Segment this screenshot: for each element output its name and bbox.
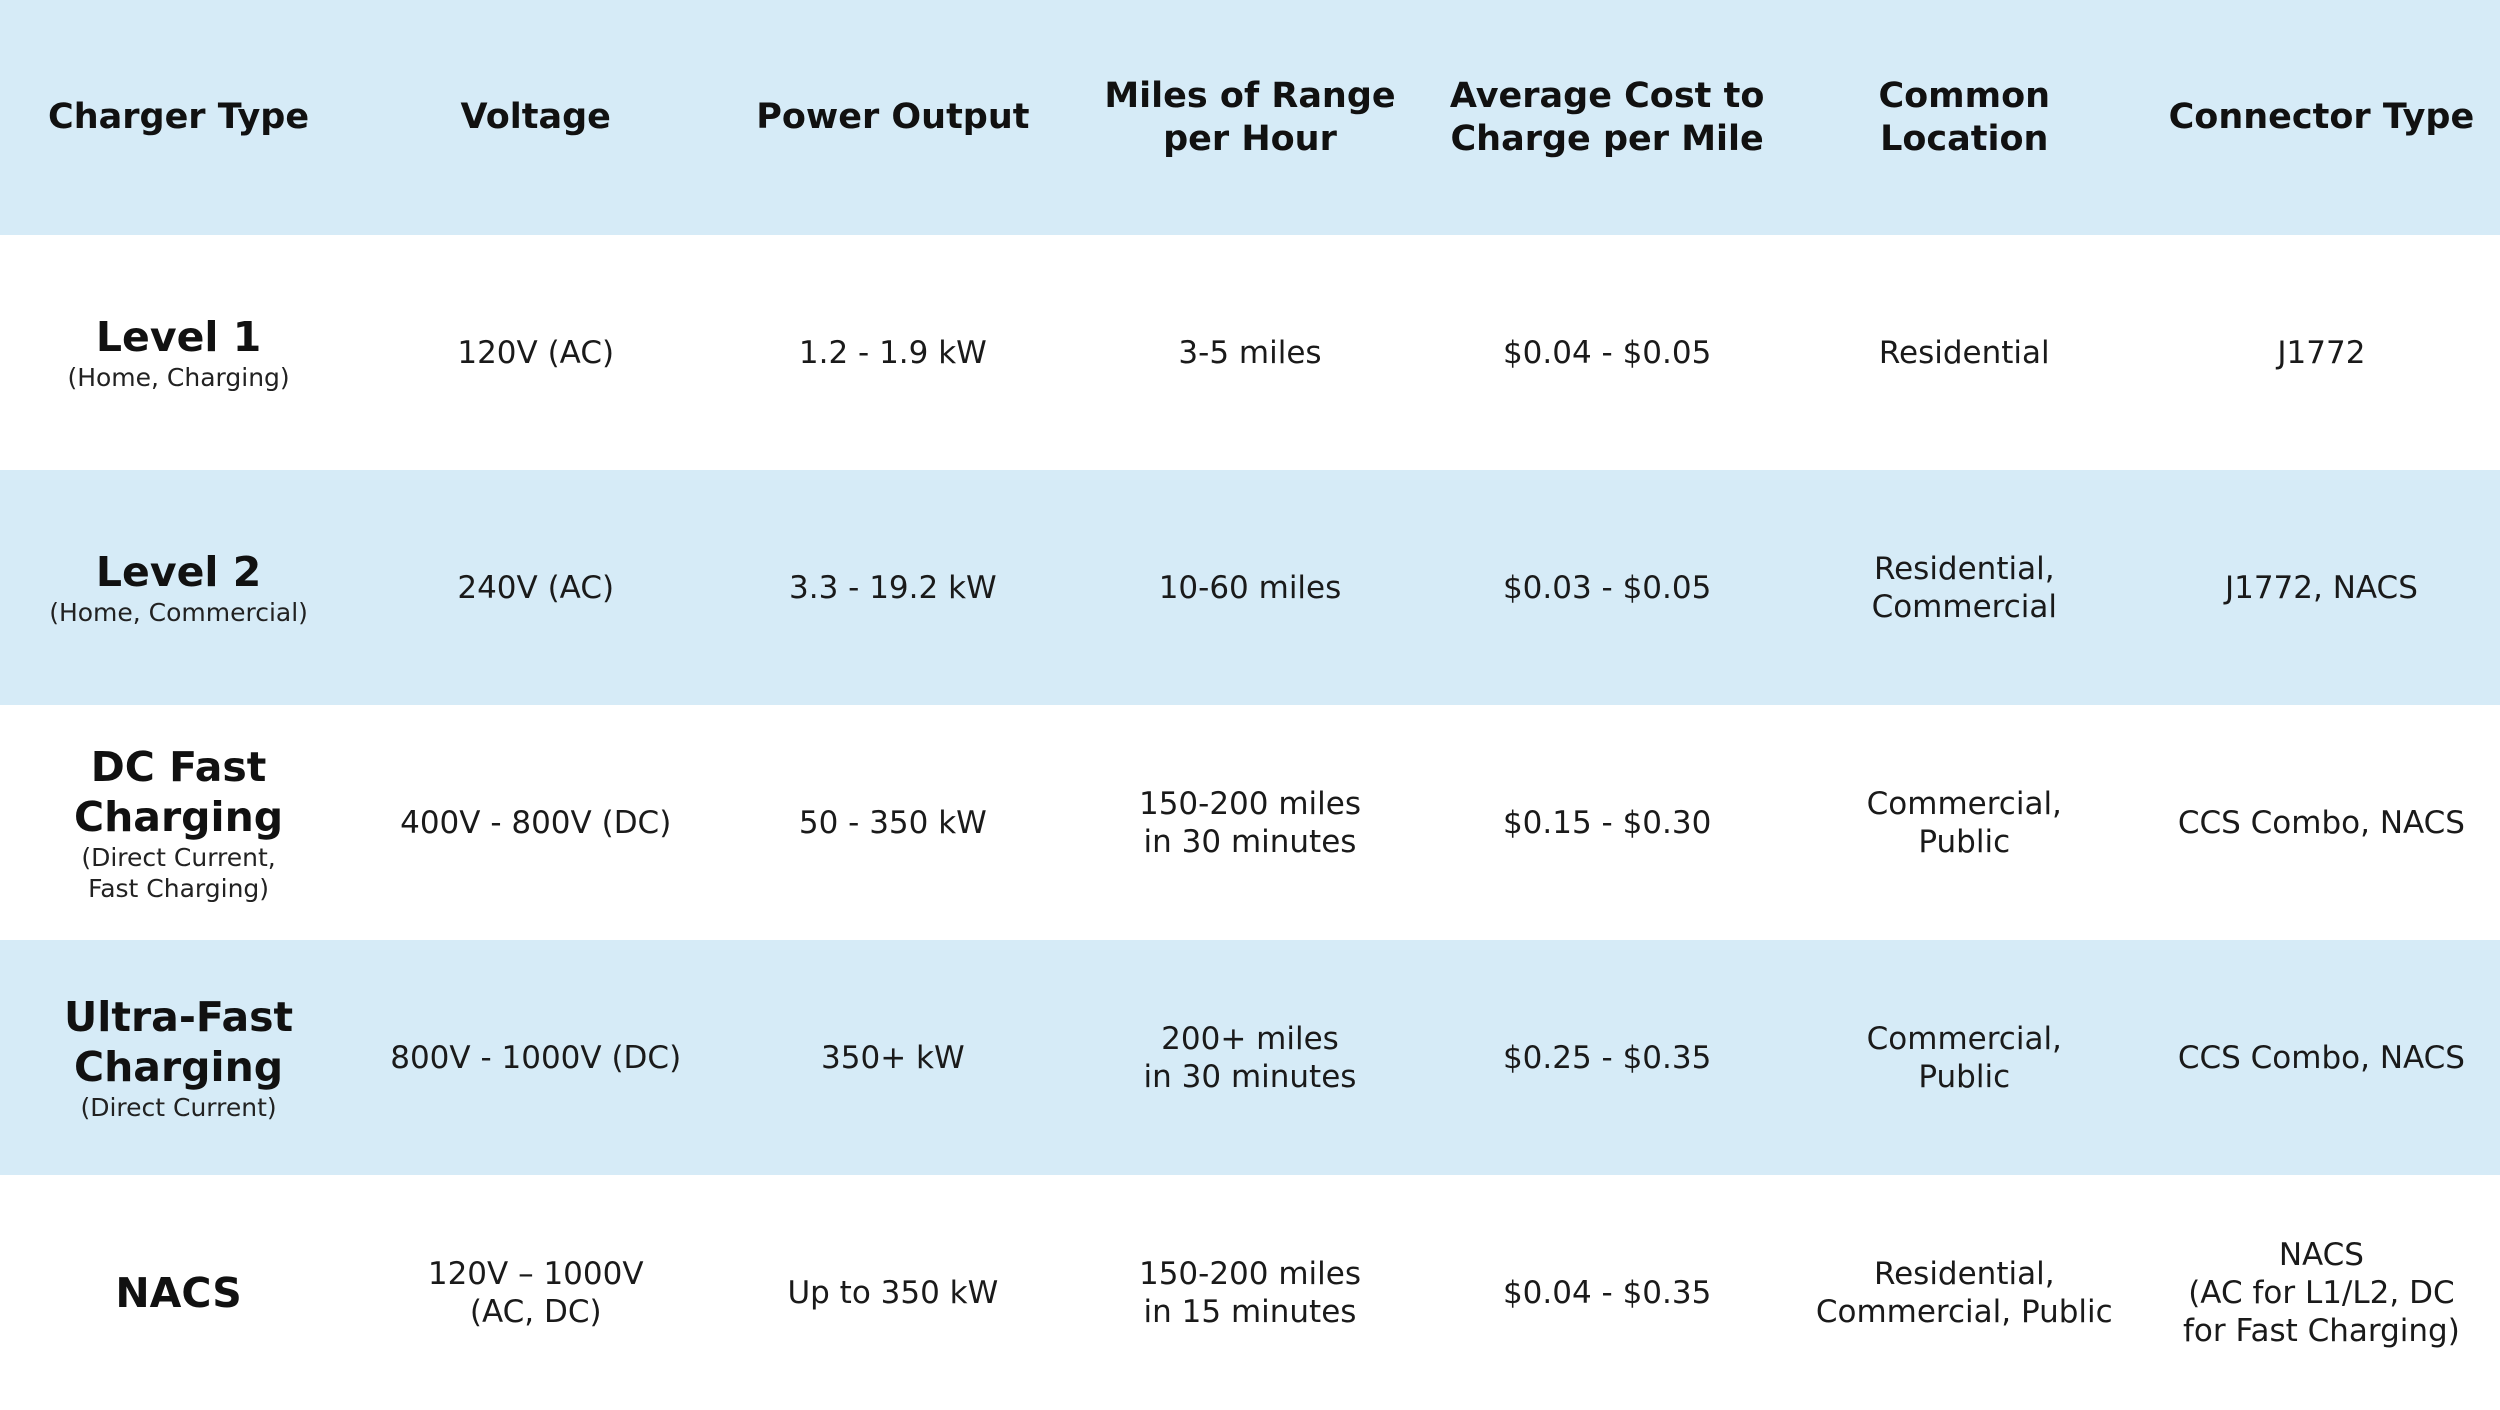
cost-cell: $0.15 - $0.30: [1502, 804, 1712, 841]
charger-type-name: NACS: [115, 1268, 242, 1317]
voltage-cell: 240V (AC): [457, 569, 615, 606]
charger-type-subtitle: (Direct Current): [80, 1093, 277, 1122]
charger-type-subtitle: (Home, Commercial): [49, 598, 308, 627]
power-output-cell: 3.3 - 19.2 kW: [789, 569, 997, 606]
location-cell: Residential, Commercial, Public: [1815, 1255, 2113, 1330]
header-charger-type: Charger Type: [48, 97, 310, 137]
power-output-cell: 350+ kW: [821, 1039, 965, 1076]
header-cost-per-mile: Average Cost to Charge per Mile: [1449, 75, 1765, 159]
connector-cell: NACS (AC for L1/L2, DC for Fast Charging…: [2183, 1236, 2460, 1349]
charger-type-cell: NACS: [0, 1268, 357, 1318]
location-cell: Commercial, Public: [1866, 785, 2062, 860]
header-miles-per-hour: Miles of Range per Hour: [1104, 75, 1396, 159]
header-power-output: Power Output: [756, 97, 1030, 137]
header-common-location: Common Location: [1878, 75, 2051, 159]
charger-type-cell: Level 2 (Home, Commercial): [0, 547, 357, 628]
location-cell: Commercial, Public: [1866, 1020, 2062, 1095]
power-output-cell: 50 - 350 kW: [798, 804, 987, 841]
table-row: NACS 120V – 1000V (AC, DC) Up to 350 kW …: [0, 1175, 2500, 1410]
table-header-row: Charger Type Voltage Power Output Miles …: [0, 0, 2500, 235]
voltage-cell: 800V - 1000V (DC): [390, 1039, 682, 1076]
connector-cell: CCS Combo, NACS: [2177, 804, 2465, 841]
range-cell: 150-200 miles in 30 minutes: [1138, 785, 1361, 860]
range-cell: 3-5 miles: [1178, 334, 1322, 371]
connector-cell: J1772, NACS: [2224, 569, 2418, 606]
connector-cell: CCS Combo, NACS: [2177, 1039, 2465, 1076]
table-row: Level 1 (Home, Charging) 120V (AC) 1.2 -…: [0, 235, 2500, 470]
voltage-cell: 400V - 800V (DC): [400, 804, 672, 841]
charger-type-name: DC Fast Charging: [74, 742, 284, 841]
power-output-cell: Up to 350 kW: [787, 1274, 999, 1311]
connector-cell: J1772: [2277, 334, 2366, 371]
location-cell: Residential: [1878, 334, 2050, 371]
header-voltage: Voltage: [460, 97, 611, 137]
voltage-cell: 120V – 1000V (AC, DC): [427, 1255, 644, 1330]
cost-cell: $0.03 - $0.05: [1502, 569, 1712, 606]
range-cell: 10-60 miles: [1158, 569, 1342, 606]
table-row: DC Fast Charging (Direct Current, Fast C…: [0, 705, 2500, 940]
voltage-cell: 120V (AC): [457, 334, 615, 371]
cost-cell: $0.04 - $0.05: [1502, 334, 1712, 371]
cost-cell: $0.04 - $0.35: [1502, 1274, 1712, 1311]
charger-type-name: Level 1: [95, 313, 262, 361]
header-connector-type: Connector Type: [2168, 97, 2475, 137]
charger-type-subtitle: (Home, Charging): [67, 363, 290, 392]
table-row: Level 2 (Home, Commercial) 240V (AC) 3.3…: [0, 470, 2500, 705]
charger-type-cell: Ultra-Fast Charging (Direct Current): [0, 992, 357, 1123]
charger-type-cell: DC Fast Charging (Direct Current, Fast C…: [0, 742, 357, 904]
cost-cell: $0.25 - $0.35: [1502, 1039, 1712, 1076]
charger-type-subtitle: (Direct Current, Fast Charging): [81, 842, 276, 903]
table-row: Ultra-Fast Charging (Direct Current) 800…: [0, 940, 2500, 1175]
power-output-cell: 1.2 - 1.9 kW: [798, 334, 987, 371]
location-cell: Residential, Commercial: [1871, 550, 2057, 625]
range-cell: 200+ miles in 30 minutes: [1143, 1020, 1357, 1095]
charger-type-name: Ultra-Fast Charging: [64, 993, 294, 1091]
charger-type-name: Level 2: [95, 548, 262, 596]
charger-type-cell: Level 1 (Home, Charging): [0, 312, 357, 393]
range-cell: 150-200 miles in 15 minutes: [1138, 1255, 1361, 1330]
